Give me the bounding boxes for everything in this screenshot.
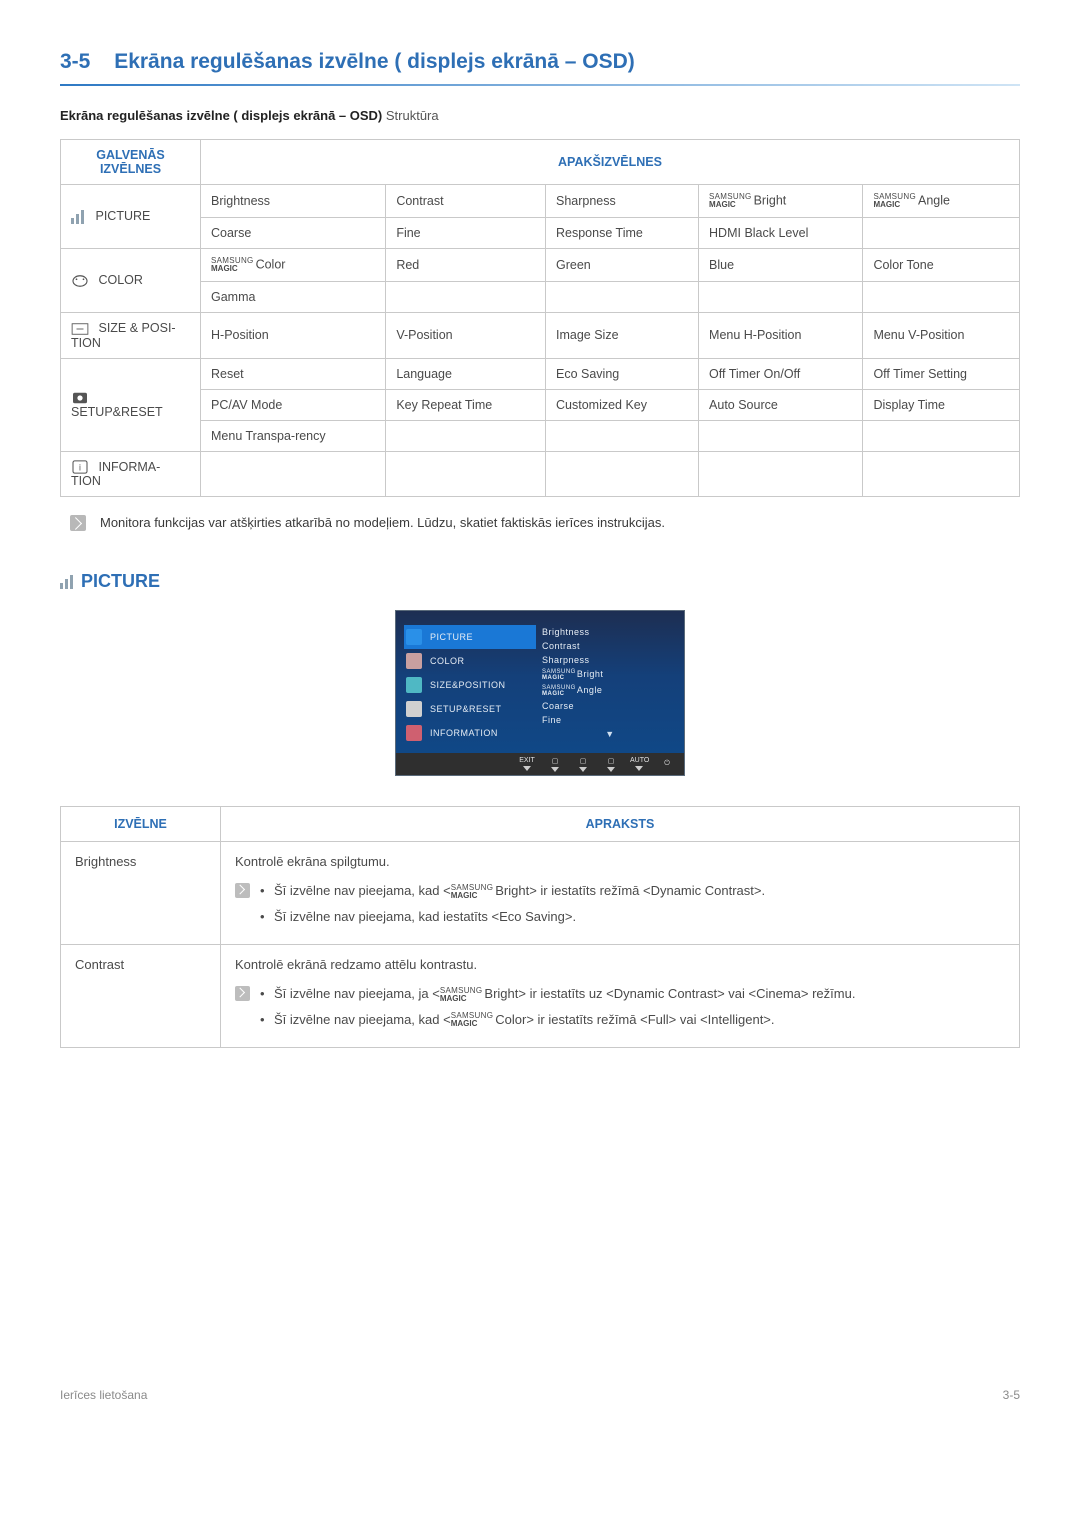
osd-right-menu: Brightness Contrast Sharpness SAMSUNGMAG… [536, 621, 684, 753]
osd-screenshot: PICTURE COLOR SIZE&POSITION SETUP&RESET … [395, 610, 685, 776]
th-desc: APRAKSTS [221, 807, 1020, 842]
structure-table: GALVENĀS IZVĒLNES APAKŠIZVĒLNES PICTURE … [60, 139, 1020, 497]
th-sub: APAKŠIZVĒLNES [201, 140, 1020, 185]
note-icon [235, 883, 250, 898]
th-main: GALVENĀS IZVĒLNES [61, 140, 201, 185]
row-contrast: Contrast Kontrolē ekrānā redzamo attēlu … [61, 945, 1020, 1048]
heading-divider [60, 84, 1020, 86]
section-number: 3-5 [60, 50, 90, 73]
subheading: Ekrāna regulēšanas izvēlne ( displejs ek… [60, 108, 1020, 123]
osd-bottom-bar: EXIT ▢ ▢ ▢ AUTO ⏻ [396, 753, 684, 775]
main-info: i INFORMA-TION [61, 451, 201, 497]
note: Monitora funkcijas var atšķirties atkarī… [70, 515, 1020, 531]
description-table: IZVĒLNE APRAKSTS Brightness Kontrolē ekr… [60, 806, 1020, 1048]
size-icon [71, 322, 89, 336]
palette-icon [71, 274, 89, 288]
main-picture: PICTURE [61, 185, 201, 249]
picture-icon [71, 210, 84, 224]
svg-text:i: i [79, 463, 81, 473]
picture-section-title: PICTURE [60, 571, 1020, 592]
picture-bars-icon [60, 575, 73, 589]
main-setup: SETUP&RESET [61, 358, 201, 451]
info-icon: i [71, 460, 89, 474]
note-icon [235, 986, 250, 1001]
page-heading: 3-5 Ekrāna regulēšanas izvēlne ( displej… [60, 50, 1020, 74]
th-menu: IZVĒLNE [61, 807, 221, 842]
section-title-text: Ekrāna regulēšanas izvēlne ( displejs ek… [114, 50, 635, 73]
main-color: COLOR [61, 249, 201, 313]
row-brightness: Brightness Kontrolē ekrāna spilgtumu. Šī… [61, 842, 1020, 945]
reset-icon [71, 391, 89, 405]
page-footer: Ierīces lietošana 3-5 [60, 1388, 1020, 1402]
osd-left-menu: PICTURE COLOR SIZE&POSITION SETUP&RESET … [396, 621, 536, 753]
main-size: SIZE & POSI-TION [61, 313, 201, 359]
note-icon [70, 515, 86, 531]
